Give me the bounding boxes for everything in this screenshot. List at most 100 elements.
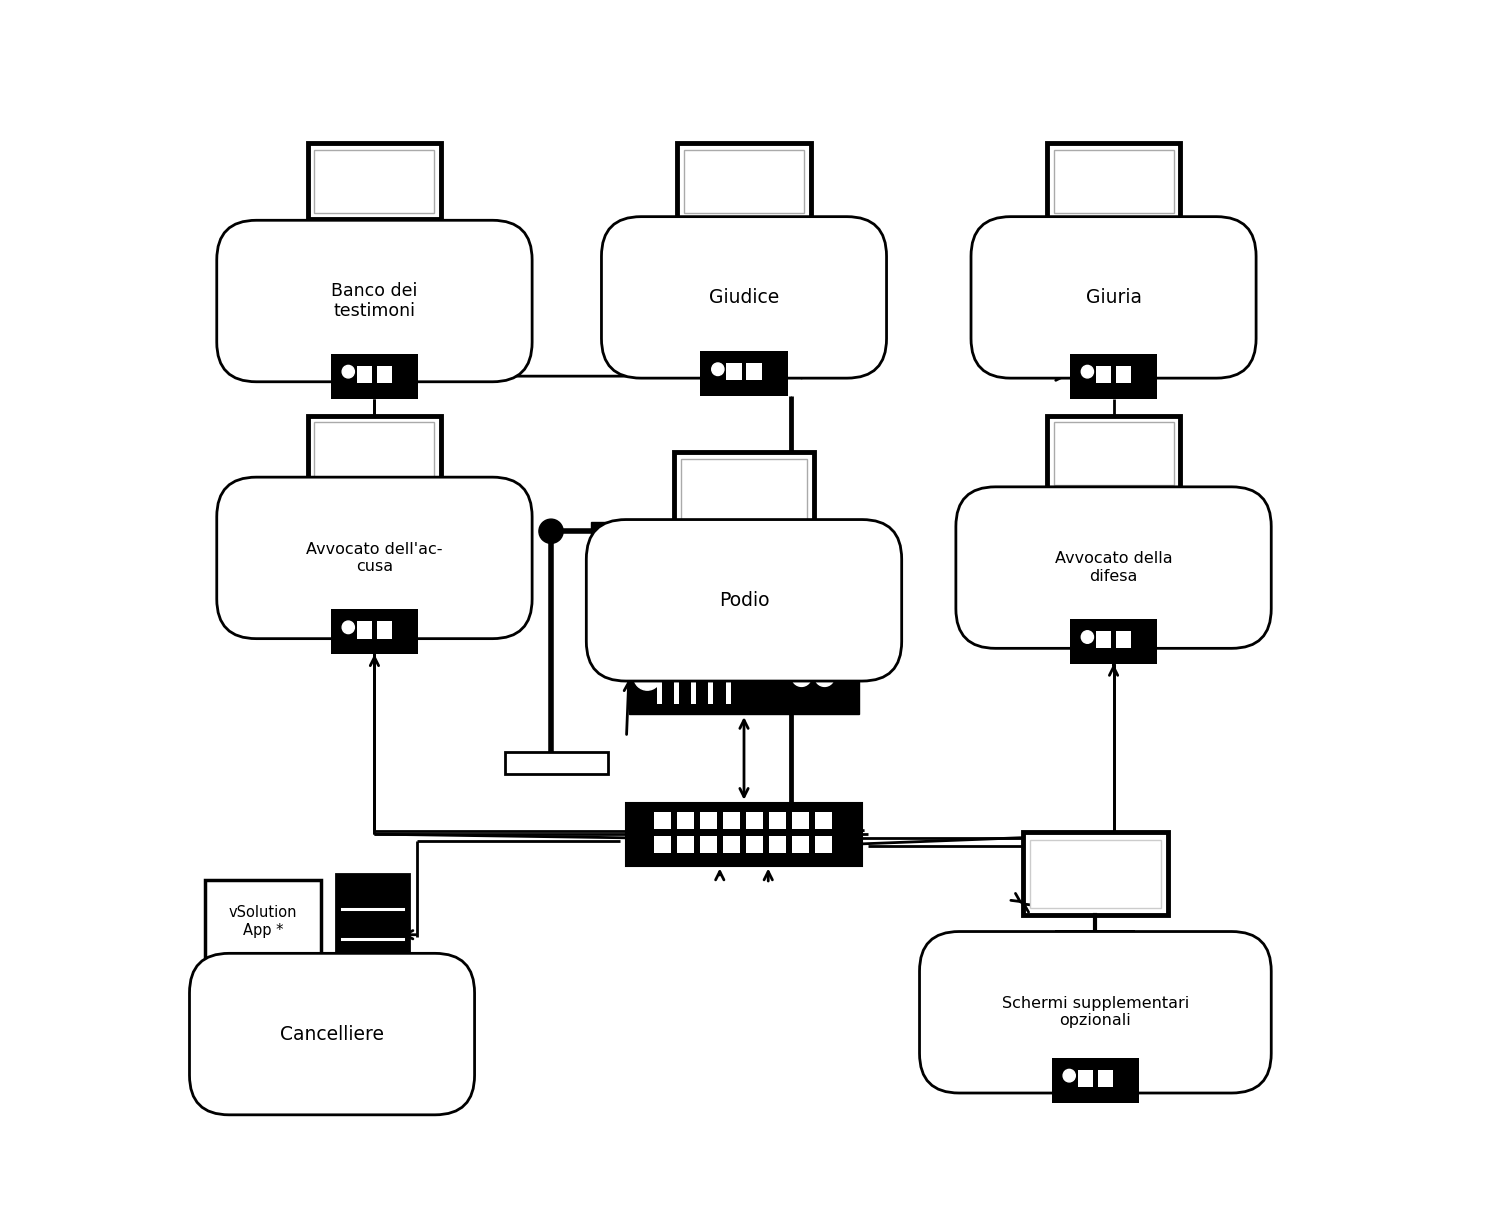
FancyBboxPatch shape [1070,354,1158,399]
FancyBboxPatch shape [682,459,806,521]
Polygon shape [363,220,387,234]
FancyBboxPatch shape [1077,1070,1094,1087]
FancyBboxPatch shape [1116,366,1131,383]
FancyBboxPatch shape [1048,143,1180,220]
FancyBboxPatch shape [674,649,679,704]
FancyBboxPatch shape [701,813,717,830]
FancyBboxPatch shape [376,621,393,638]
FancyBboxPatch shape [701,836,717,853]
FancyBboxPatch shape [955,487,1271,648]
FancyBboxPatch shape [677,813,693,830]
FancyBboxPatch shape [793,813,809,830]
FancyBboxPatch shape [357,366,372,383]
FancyBboxPatch shape [1048,416,1180,492]
Circle shape [634,664,661,691]
Ellipse shape [1082,631,1094,643]
FancyBboxPatch shape [205,880,320,970]
FancyBboxPatch shape [815,813,832,830]
FancyBboxPatch shape [1022,832,1168,915]
Text: Cancelliere: Cancelliere [280,1025,384,1043]
FancyBboxPatch shape [705,543,783,551]
FancyBboxPatch shape [1077,508,1150,515]
FancyBboxPatch shape [726,649,731,704]
FancyBboxPatch shape [376,366,393,383]
Circle shape [815,667,835,687]
FancyBboxPatch shape [747,836,763,853]
FancyBboxPatch shape [629,639,859,714]
FancyBboxPatch shape [1095,631,1112,648]
FancyBboxPatch shape [655,813,671,830]
FancyBboxPatch shape [330,610,418,654]
FancyBboxPatch shape [357,621,372,638]
FancyBboxPatch shape [723,813,740,830]
FancyBboxPatch shape [793,836,809,853]
FancyBboxPatch shape [1052,1058,1138,1103]
FancyBboxPatch shape [1030,839,1161,908]
FancyBboxPatch shape [338,234,411,243]
FancyBboxPatch shape [591,521,635,567]
FancyBboxPatch shape [226,988,301,998]
FancyBboxPatch shape [336,874,409,988]
Text: Giudice: Giudice [708,288,780,307]
FancyBboxPatch shape [708,649,713,704]
FancyBboxPatch shape [601,217,887,378]
Ellipse shape [342,621,354,633]
FancyBboxPatch shape [330,354,418,399]
FancyBboxPatch shape [707,234,781,243]
FancyBboxPatch shape [314,422,434,486]
FancyBboxPatch shape [1054,422,1174,486]
FancyBboxPatch shape [677,143,811,220]
FancyBboxPatch shape [701,351,787,396]
FancyBboxPatch shape [972,217,1256,378]
Text: Schermi supplementari
opzionali: Schermi supplementari opzionali [1001,996,1189,1028]
FancyBboxPatch shape [217,477,533,638]
Polygon shape [363,492,387,508]
Polygon shape [732,220,756,234]
Polygon shape [1101,492,1125,508]
Circle shape [539,520,562,543]
Circle shape [792,667,811,687]
FancyBboxPatch shape [189,953,475,1115]
FancyBboxPatch shape [1054,150,1174,212]
Ellipse shape [342,365,354,378]
FancyBboxPatch shape [677,836,693,853]
FancyBboxPatch shape [308,416,440,492]
FancyBboxPatch shape [815,836,832,853]
FancyBboxPatch shape [726,364,741,381]
FancyBboxPatch shape [338,508,411,515]
FancyBboxPatch shape [920,932,1271,1093]
FancyBboxPatch shape [1098,1070,1113,1087]
FancyBboxPatch shape [769,836,786,853]
FancyBboxPatch shape [1095,366,1112,383]
FancyBboxPatch shape [655,836,671,853]
Ellipse shape [1082,365,1094,378]
FancyBboxPatch shape [1116,631,1131,648]
FancyBboxPatch shape [1077,234,1150,243]
FancyBboxPatch shape [690,649,696,704]
FancyBboxPatch shape [586,520,902,681]
Ellipse shape [711,364,725,376]
FancyBboxPatch shape [1055,931,1135,939]
FancyBboxPatch shape [747,364,762,381]
Text: Banco dei
testimoni: Banco dei testimoni [332,282,418,321]
FancyBboxPatch shape [747,813,763,830]
Text: vSolution
App *: vSolution App * [229,905,298,938]
Text: Avvocato della
difesa: Avvocato della difesa [1055,551,1173,584]
FancyBboxPatch shape [308,143,440,220]
FancyBboxPatch shape [504,752,607,773]
FancyBboxPatch shape [723,836,740,853]
FancyBboxPatch shape [769,813,786,830]
FancyBboxPatch shape [314,150,434,212]
Polygon shape [1101,220,1125,234]
Text: Giuria: Giuria [1086,288,1141,307]
Text: Avvocato dell'ac-
cusa: Avvocato dell'ac- cusa [307,542,443,575]
FancyBboxPatch shape [217,221,533,382]
FancyBboxPatch shape [1070,619,1158,664]
FancyBboxPatch shape [684,150,804,212]
Polygon shape [732,528,756,543]
Text: Podio: Podio [719,590,769,610]
FancyBboxPatch shape [656,649,662,704]
Ellipse shape [1062,1070,1076,1082]
FancyBboxPatch shape [626,803,862,866]
FancyBboxPatch shape [674,451,814,528]
